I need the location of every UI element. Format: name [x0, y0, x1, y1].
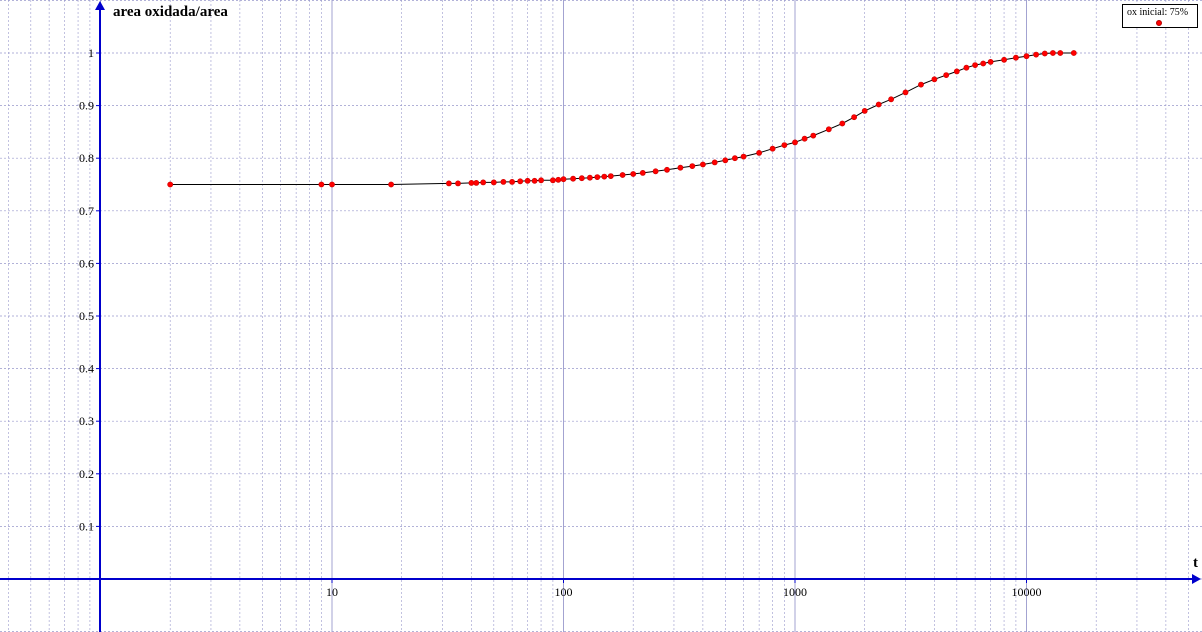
y-tick-label: 0.6	[79, 256, 94, 270]
data-point	[722, 157, 729, 164]
data-point	[875, 101, 882, 108]
data-point	[677, 164, 684, 171]
data-point	[987, 59, 994, 65]
data-point	[480, 179, 487, 186]
data-point	[781, 142, 788, 148]
data-point	[619, 172, 626, 178]
data-point	[1023, 53, 1030, 60]
data-point	[943, 72, 950, 78]
data-point	[329, 181, 335, 188]
data-point	[918, 81, 924, 88]
data-point	[594, 174, 601, 180]
data-point	[902, 89, 909, 96]
y-tick-label: 0.4	[79, 362, 94, 376]
x-axis-label: t	[1193, 555, 1198, 571]
data-point	[810, 132, 817, 139]
data-point	[500, 178, 507, 185]
data-series	[167, 50, 1077, 188]
data-point	[318, 181, 325, 188]
data-point	[1070, 50, 1077, 56]
y-tick-label: 0.2	[79, 467, 94, 481]
data-point	[740, 153, 747, 160]
y-tick-label: 0.1	[79, 519, 94, 533]
data-point	[531, 177, 538, 184]
data-point	[700, 161, 706, 168]
y-tick-label: 0.3	[79, 414, 94, 428]
data-point	[560, 176, 567, 183]
data-point	[630, 171, 637, 177]
data-point	[388, 181, 394, 188]
y-tick-label: 0.9	[79, 99, 94, 113]
data-point	[607, 173, 614, 179]
series-line	[170, 52, 1074, 185]
data-point	[1001, 56, 1007, 63]
legend-marker-icon	[1156, 20, 1162, 26]
data-point	[963, 64, 970, 71]
x-tick-label: 10000	[1012, 585, 1042, 599]
legend-label: ox inicial: 75%	[1127, 7, 1189, 18]
x-tick-label: 100	[555, 585, 573, 599]
y-tick-label: 0.5	[79, 309, 94, 323]
data-point	[769, 145, 776, 152]
tick-labels: 0.1 0.2 0.3 0.4 0.5 0.6 0.7 0.8 0.9 1 10 100 1000 100…	[79, 46, 1042, 599]
y-tick-label: 0.8	[79, 151, 94, 165]
data-point	[1050, 50, 1056, 56]
data-point	[550, 177, 556, 184]
data-point	[509, 178, 515, 185]
data-point	[931, 76, 938, 83]
y-axis-label: area oxidada/area	[113, 4, 228, 20]
y-tick-label: 1	[88, 46, 94, 60]
data-point	[524, 177, 531, 184]
data-point	[972, 62, 978, 68]
data-point	[167, 181, 174, 188]
data-point	[601, 173, 608, 180]
data-point	[861, 108, 868, 114]
data-point	[490, 179, 497, 186]
data-point	[473, 179, 480, 186]
data-point	[538, 177, 544, 184]
data-point	[1057, 50, 1064, 56]
data-point	[711, 159, 718, 166]
y-tick-label: 0.7	[79, 204, 94, 218]
data-point	[578, 175, 585, 182]
data-point	[851, 114, 857, 121]
data-point	[587, 174, 593, 181]
data-point	[445, 180, 452, 187]
data-point	[570, 175, 576, 182]
data-point	[953, 68, 960, 75]
data-point	[792, 139, 798, 146]
data-point	[555, 176, 562, 183]
data-point	[639, 169, 646, 176]
data-point	[652, 168, 659, 175]
x-tick-label: 1000	[783, 585, 807, 599]
x-tick-label: 10	[326, 585, 338, 599]
data-point	[1033, 51, 1039, 58]
data-point	[517, 178, 524, 185]
data-point	[664, 166, 670, 173]
y-axis-arrow-icon	[95, 1, 105, 10]
data-point	[980, 60, 987, 67]
data-point	[888, 96, 894, 103]
x-axis-arrow-icon	[1192, 574, 1201, 584]
data-point	[825, 126, 832, 133]
data-point	[689, 163, 696, 169]
data-point	[756, 149, 762, 156]
data-point	[801, 135, 808, 142]
legend: ox inicial: 75%	[1122, 4, 1198, 28]
data-point	[732, 155, 738, 162]
data-point	[1041, 50, 1048, 57]
data-point	[1013, 54, 1019, 61]
data-point	[839, 120, 846, 127]
data-point	[468, 179, 475, 186]
data-point	[455, 180, 461, 187]
